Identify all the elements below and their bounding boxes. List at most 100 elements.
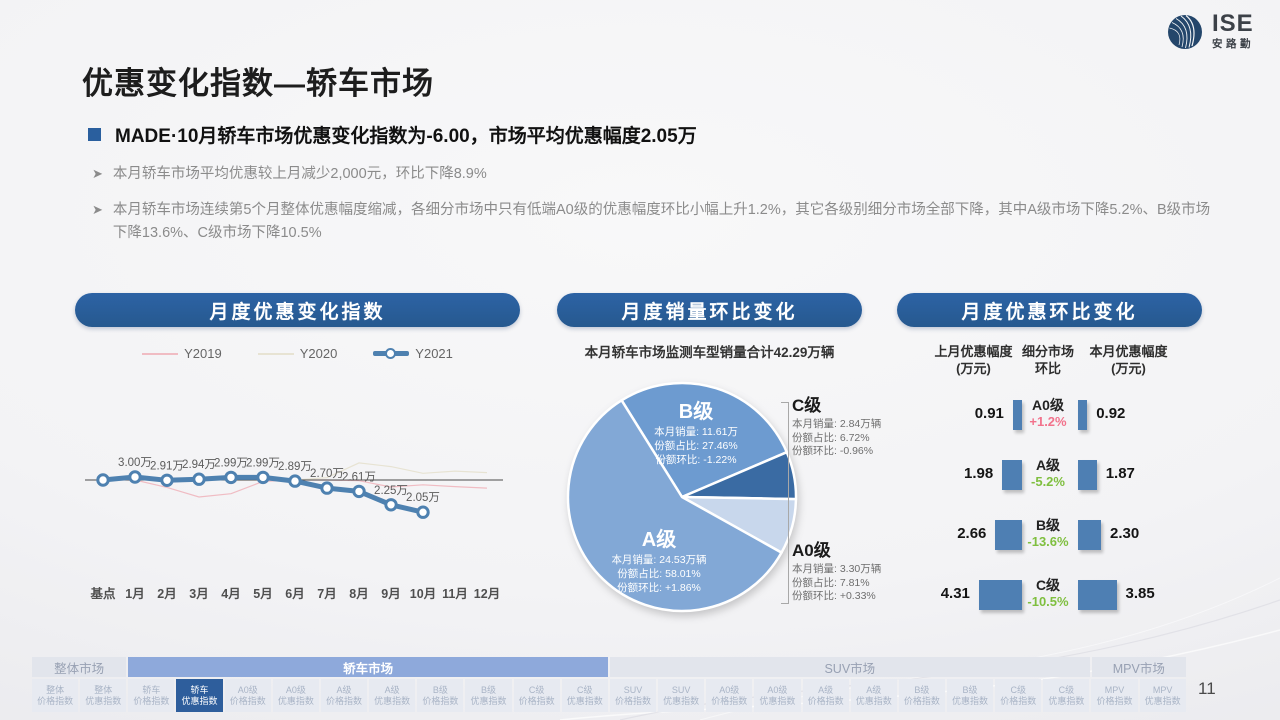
pie-chart-subtitle: 本月轿车市场监测车型销量合计42.29万辆 xyxy=(584,345,835,360)
column-header-curr-discount: 本月优惠幅度 (万元) xyxy=(1071,344,1186,377)
section-header-discount-mom: 月度优惠环比变化 xyxy=(897,293,1202,327)
page-number: 11 xyxy=(1198,679,1216,698)
legend-label: Y2021 xyxy=(415,346,453,361)
nav-tab-label-line1: A级 xyxy=(866,685,882,695)
nav-tab-label-line1: 轿车 xyxy=(190,685,209,695)
curr-discount-bar xyxy=(1078,580,1117,610)
nav-tab-label-line2: 优惠指数 xyxy=(85,695,122,706)
data-point-marker xyxy=(416,505,430,519)
data-point-marker xyxy=(352,484,366,499)
pie-inside-label-line: 份额占比: 58.01% xyxy=(617,567,700,580)
nav-tab-12[interactable]: SUV 价格指数 xyxy=(609,679,657,712)
summary-bullet-2-text: 本月轿车市场连续第5个月整体优惠幅度缩减，各细分市场中只有低端A0级的优惠幅度环… xyxy=(112,202,1211,241)
mom-row-B级: 2.66 B级 -13.6% 2.30 xyxy=(897,508,1227,562)
pie-callout-line: 份额环比: -0.96% xyxy=(792,445,874,457)
prev-discount-bar xyxy=(1002,460,1022,490)
mom-bar-rows: 0.91 A0级 +1.2% 0.92 1.98 A级 -5.2% 1.87 2.66 B级 -13… xyxy=(897,384,1227,636)
segment-label: B级 xyxy=(1035,517,1061,533)
nav-tab-21[interactable]: C级 优惠指数 xyxy=(1043,679,1090,712)
nav-tab-8[interactable]: B级 价格指数 xyxy=(417,679,464,712)
segment-mom-value: +1.2% xyxy=(1029,414,1067,429)
legend-swatch-icon xyxy=(142,352,179,355)
nav-tab-label-line2: 价格指数 xyxy=(518,695,555,706)
nav-tab-7[interactable]: A级 优惠指数 xyxy=(369,679,416,712)
nav-tab-17[interactable]: A级 优惠指数 xyxy=(850,679,897,712)
nav-tab-label-line1: A0级 xyxy=(767,685,788,695)
nav-group-sedan[interactable]: 轿车市场 xyxy=(128,657,608,677)
nav-tab-label-line2: 价格指数 xyxy=(807,695,844,706)
nav-tab-label-line1: SUV xyxy=(623,685,643,695)
nav-tab-label-line1: A0级 xyxy=(719,685,740,695)
column-header-line: (万元) xyxy=(956,360,991,376)
prev-discount-bar xyxy=(1012,400,1022,430)
pie-callout-line: 份额环比: +0.33% xyxy=(792,590,876,602)
nav-tab-6[interactable]: A级 价格指数 xyxy=(320,679,368,712)
legend-label: Y2020 xyxy=(299,346,338,361)
data-point-label: 2.70万 xyxy=(310,468,344,480)
x-axis-label: 基点 xyxy=(89,586,116,601)
nav-tab-0[interactable]: 整体 价格指数 xyxy=(32,679,79,712)
nav-tab-22[interactable]: MPV 价格指数 xyxy=(1091,679,1138,712)
summary-headline: MADE·10月轿车市场优惠变化指数为-6.00，市场平均优惠幅度2.05万 xyxy=(88,121,697,148)
logo-brand: ISE xyxy=(1212,10,1254,37)
nav-tab-16[interactable]: A级 价格指数 xyxy=(802,679,849,712)
nav-tab-19[interactable]: B级 优惠指数 xyxy=(946,679,994,712)
x-axis-label: 9月 xyxy=(381,587,400,601)
legend-label: Y2019 xyxy=(184,346,222,361)
nav-tab-label-line2: 优惠指数 xyxy=(663,695,700,706)
nav-tab-1[interactable]: 整体 优惠指数 xyxy=(80,679,127,712)
column-header-line: (万元) xyxy=(1111,360,1146,376)
nav-tab-9[interactable]: B级 优惠指数 xyxy=(465,679,512,712)
pie-callout-line: 份额占比: 7.81% xyxy=(792,576,870,589)
nav-tab-13[interactable]: SUV 优惠指数 xyxy=(658,679,705,712)
summary-headline-text: MADE·10月轿车市场优惠变化指数为-6.00，市场平均优惠幅度2.05万 xyxy=(115,126,697,147)
curr-discount-value: 2.30 xyxy=(1110,525,1140,542)
discount-index-line-chart: 3.00万2.91万2.94万2.99万2.99万2.89万2.70万2.61万… xyxy=(85,457,503,601)
nav-tab-14[interactable]: A0级 价格指数 xyxy=(706,679,753,712)
nav-tab-20[interactable]: C级 价格指数 xyxy=(995,679,1042,712)
nav-tab-5[interactable]: A0级 优惠指数 xyxy=(272,679,319,712)
nav-tab-3[interactable]: 轿车 优惠指数 xyxy=(176,679,223,712)
nav-tab-10[interactable]: C级 价格指数 xyxy=(513,679,560,712)
nav-group-suv[interactable]: SUV市场 xyxy=(609,657,1090,677)
nav-group-mpv[interactable]: MPV市场 xyxy=(1091,657,1186,677)
nav-tab-23[interactable]: MPV 优惠指数 xyxy=(1139,679,1186,712)
x-axis-label: 3月 xyxy=(189,587,208,601)
nav-tab-4[interactable]: A0级 价格指数 xyxy=(224,679,271,712)
nav-tab-2[interactable]: 轿车 价格指数 xyxy=(128,679,175,712)
mom-row-A0级: 0.91 A0级 +1.2% 0.92 xyxy=(897,388,1227,442)
nav-tab-label-line2: 价格指数 xyxy=(229,695,266,706)
nav-tab-18[interactable]: B级 价格指数 xyxy=(898,679,945,712)
nav-tab-label-line1: C级 xyxy=(528,685,545,695)
page-title: 优惠变化指数—轿车市场 xyxy=(82,66,434,101)
nav-tab-label-line2: 优惠指数 xyxy=(374,695,411,706)
prev-discount-value: 1.98 xyxy=(964,465,994,482)
section-header-discount-index: 月度优惠变化指数 xyxy=(75,293,520,327)
data-point-label: 2.99万 xyxy=(246,457,280,469)
nav-tab-label-line1: A级 xyxy=(818,685,834,695)
curr-discount-value: 3.85 xyxy=(1125,585,1155,602)
nav-tab-label-line1: 整体 xyxy=(94,685,113,695)
nav-group-overall[interactable]: 整体市场 xyxy=(32,657,127,677)
data-point-label: 2.94万 xyxy=(182,459,216,471)
pie-callout-line: 本月销量: 2.84万辆 xyxy=(792,418,882,430)
pie-callout-title: C级 xyxy=(792,396,822,415)
nav-tab-label-line2: 优惠指数 xyxy=(1144,695,1181,706)
legend-swatch-icon xyxy=(373,347,410,359)
x-axis-label: 5月 xyxy=(253,587,272,601)
nav-tab-15[interactable]: A0级 优惠指数 xyxy=(754,679,801,712)
nav-tab-label-line1: C级 xyxy=(577,685,593,695)
nav-tab-label-line1: SUV xyxy=(671,685,691,695)
legend-item-y2020: Y2020 xyxy=(257,346,338,361)
nav-tab-row: 整体 价格指数 整体 优惠指数 轿车 价格指数 轿车 优惠指数 A0级 价格指数 A0级 优惠指数 A级… xyxy=(32,679,1186,712)
legend-marker-dot-icon xyxy=(385,347,397,359)
segment-cell: B级 -13.6% xyxy=(1013,517,1083,550)
square-bullet-icon xyxy=(88,128,101,141)
data-point-label: 2.05万 xyxy=(406,492,440,504)
nav-tab-label-line1: B级 xyxy=(962,685,978,695)
nav-tab-11[interactable]: C级 优惠指数 xyxy=(561,679,608,712)
column-header-line: 细分市场 xyxy=(1021,344,1074,359)
nav-tab-label-line2: 价格指数 xyxy=(422,695,459,706)
